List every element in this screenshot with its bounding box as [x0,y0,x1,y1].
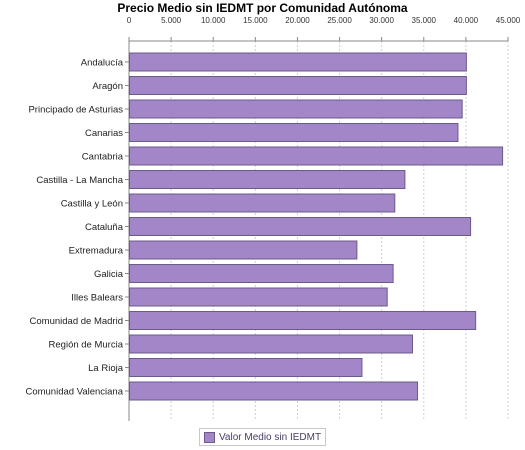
category-label: Galicia [94,269,124,280]
bar [129,123,459,142]
x-tick-label: 10.000 [201,16,226,25]
bar [129,381,419,401]
legend-swatch [204,431,215,443]
category-label: Aragón [92,81,123,92]
bar [129,76,467,95]
x-tick-label: 25.000 [327,16,352,25]
category-label: Región de Murcia [49,340,124,351]
category-label: Castilla - La Mancha [36,175,123,186]
bar [129,146,504,166]
category-label: Comunidad de Madrid [30,316,123,327]
bar [129,217,472,236]
x-tick-label: 0 [127,16,132,25]
legend-label: Valor Medio sin IEDMT [219,431,322,443]
category-label: Illes Balears [71,293,123,304]
bar [129,99,463,119]
x-tick-label: 20.000 [285,16,310,25]
category-label: Principado de Asturias [28,105,123,116]
bar [129,358,363,377]
category-label: Canarias [85,128,123,139]
category-label: Comunidad Valenciana [25,387,123,398]
chart-title: Precio Medio sin IEDMT por Comunidad Aut… [117,1,408,15]
x-tick-label: 35.000 [412,16,437,25]
category-label: Andalucía [81,58,124,69]
x-tick-label: 30.000 [369,16,394,25]
category-label: Cataluña [85,222,124,233]
x-tick-label: 15.000 [243,16,268,25]
x-tick-label: 45.000 [496,16,521,25]
bar [129,240,358,260]
category-label: La Rioja [88,363,124,374]
category-label: Cantabria [82,152,124,163]
bar [129,52,467,72]
category-label: Extremadura [69,246,124,257]
x-tick-label: 40.000 [454,16,479,25]
bar [129,334,413,354]
bar [129,311,477,330]
bar [129,287,388,307]
x-tick-label: 5.000 [161,16,182,25]
legend: Valor Medio sin IEDMT [199,428,326,446]
bar [129,170,406,189]
bar [129,264,394,283]
category-label: Castilla y León [61,199,123,210]
bar [129,193,396,213]
